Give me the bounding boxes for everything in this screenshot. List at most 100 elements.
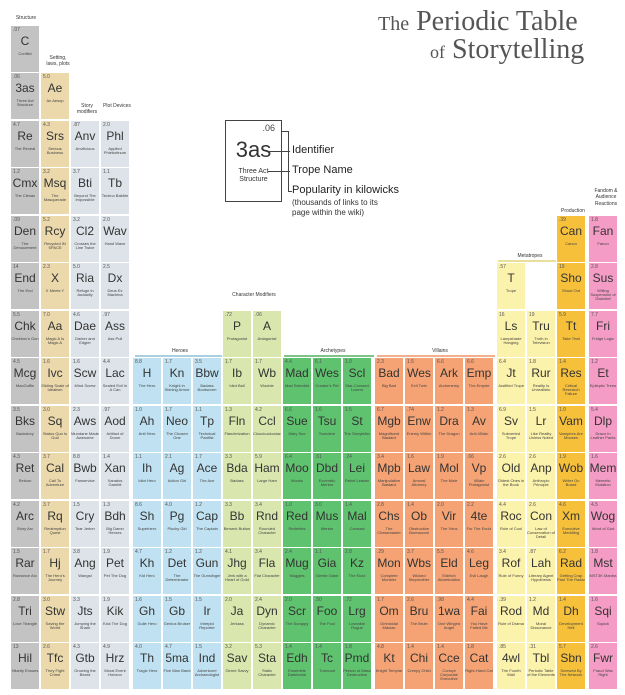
element-cell-det[interactable]: 1.2 Det The Determinator — [162, 547, 192, 595]
element-cell-tru[interactable]: 19 Tru Truth in Television — [526, 310, 556, 358]
element-cell-bda[interactable]: 3.3 Bda Badass — [222, 452, 252, 500]
element-cell-roc[interactable]: 4.4 Roc Rule of Cool — [496, 500, 526, 548]
element-cell-ria[interactable]: 5.0 Ria Refuge in Audacity — [70, 262, 100, 310]
element-cell-scr[interactable]: 2.0 Scr The Scrappy — [282, 595, 312, 643]
element-cell-ang[interactable]: 3.8 Ang Wangst — [70, 547, 100, 595]
element-cell-sqi[interactable]: 1.6 Sqi Squick — [588, 595, 618, 643]
element-cell-fwr[interactable]: 2.6 Fwr Fraud Was Right — [588, 642, 618, 690]
element-cell-lrg[interactable]: .72 Lrg Loveable Rogue — [342, 595, 372, 643]
element-cell-ir[interactable]: 1.5 Ir Intrepid Reporter — [192, 595, 222, 643]
element-cell-tb[interactable]: 1.1 Tb Techno Babble — [100, 167, 130, 215]
element-cell-hrz[interactable]: 4.9 Hrz Moral Event Horizon — [100, 642, 130, 690]
element-cell-lr[interactable]: 1.5 Lr Like Reality Unless Noted — [526, 405, 556, 453]
element-cell-gb[interactable]: 1.5 Gb Genius Bruiser — [162, 595, 192, 643]
element-cell-pg[interactable]: 4.0 Pg Plucky Girl — [162, 500, 192, 548]
element-cell-et[interactable]: 1.2 Et Epileptic Trees — [588, 357, 618, 405]
element-cell-ham[interactable]: 5.9 Ham Large Ham — [252, 452, 282, 500]
element-cell-mst[interactable]: 1.8 Mst MST3K Mantra — [588, 547, 618, 595]
element-cell-jt[interactable]: 6.4 Jt Justified Trope — [496, 357, 526, 405]
element-cell-cmx[interactable]: 1.2 Cmx The Climax — [10, 167, 40, 215]
element-cell-mem[interactable]: 1.6 Mem Memetic Mutation — [588, 452, 618, 500]
element-cell-hil[interactable]: 13 Hil Hilarity Ensues — [10, 642, 40, 690]
element-cell-5ma[interactable]: 4.7 5ma Five Man Band — [162, 642, 192, 690]
element-cell-md[interactable]: 1.2 Md Moral Dissonance — [526, 595, 556, 643]
element-cell-h[interactable]: 8.8 H The Hero — [132, 357, 162, 405]
element-cell-msq[interactable]: 3.2 Msq The Masquerade — [40, 167, 70, 215]
element-cell-tt[interactable]: 5.9 Tt Take That — [556, 310, 586, 358]
element-cell-rur[interactable]: 1.8 Rur Reality Is Unrealistic — [526, 357, 556, 405]
element-cell-lei[interactable]: .24 Lei Rebel Leader — [342, 452, 372, 500]
element-cell-mus[interactable]: 3.0 Mus Mentor — [312, 500, 342, 548]
element-cell-rad[interactable]: 6.2 Rad Getting Crap Past The Radar — [556, 547, 586, 595]
element-cell-av[interactable]: 1.3 Av Anti-Villain — [464, 405, 494, 453]
element-cell-4wl[interactable]: .85 4wl The Fourth Wall — [496, 642, 526, 690]
element-cell-tc[interactable]: 1.4 Tc Turncoat — [312, 642, 342, 690]
element-cell-edh[interactable]: 1.4 Edh Ensemble Darkhorse — [282, 642, 312, 690]
element-cell-rar[interactable]: 1.5 Rar Romance Arc — [10, 547, 40, 595]
element-cell-jts[interactable]: 3.3 Jts Jumping the Shark — [70, 595, 100, 643]
element-cell-ah[interactable]: 1.0 Ah Anti Hero — [132, 405, 162, 453]
element-cell-cl2[interactable]: 3.2 Cl2 Crosses the Line Twice — [70, 215, 100, 263]
element-cell-aa[interactable]: 7.0 Aa Magic A Is Magic A — [40, 310, 70, 358]
element-cell-mug[interactable]: 2.4 Mug Muggles — [282, 547, 312, 595]
element-cell-1wa[interactable]: .98 1wa One Winged Angel — [434, 595, 464, 643]
element-cell-old[interactable]: 2.6 Old Oldest Ones in the Book — [496, 452, 526, 500]
element-cell-anp[interactable]: 2.6 Anp Anthropic Principle — [526, 452, 556, 500]
element-cell-om[interactable]: 1.7 Om Omnicidal Maniac — [374, 595, 404, 643]
element-cell-ind[interactable]: 1.5 Ind Adventurer Archaeologist — [192, 642, 222, 690]
element-cell-wes[interactable]: 6.1 Wes Creator's Pet — [312, 357, 342, 405]
element-cell-dh[interactable]: 1.4 Dh Development Hell — [556, 595, 586, 643]
element-cell-gia[interactable]: 1.1 Gia Gentle Giant — [312, 547, 342, 595]
element-cell-jhg[interactable]: 4.1 Jhg Jerk with a Heart of Gold — [222, 547, 252, 595]
element-cell-anv[interactable]: .87 Anv Anvilicious — [70, 120, 100, 168]
element-cell-mad[interactable]: 4.4 Mad Mad Scientist — [282, 357, 312, 405]
element-cell-fai[interactable]: 4.4 Fai You Have Failed Me — [464, 595, 494, 643]
element-cell-dbd[interactable]: .61 Dbd Eccentric Mentor — [312, 452, 342, 500]
element-cell-end[interactable]: 14 End The End — [10, 262, 40, 310]
element-cell-rq[interactable]: 3.7 Rq Redemption Quest — [40, 500, 70, 548]
element-cell-wb[interactable]: 1.7 Wb Woobie — [252, 357, 282, 405]
element-cell-sav[interactable]: 3.2 Sav Genre Savvy — [222, 642, 252, 690]
element-cell-scl[interactable]: 1.0 Scl Star-Crossed Lovers — [342, 357, 372, 405]
element-cell-a[interactable]: .06 A Antagonist — [252, 310, 282, 358]
element-cell-arc[interactable]: 4.2 Arc Story Arc — [10, 500, 40, 548]
element-cell-tp[interactable]: 1.1 Tp Technical Pacifist — [192, 405, 222, 453]
element-cell-pet[interactable]: 1.9 Pet Pet The Dog — [100, 547, 130, 595]
element-cell-foo[interactable]: .50 Foo The Fool — [312, 595, 342, 643]
element-cell-fla[interactable]: 3.4 Fla Flat Character — [252, 547, 282, 595]
element-cell-p[interactable]: .72 P Protagonist — [222, 310, 252, 358]
element-cell-cap[interactable]: 1.2 Cap The Captain — [192, 500, 222, 548]
element-cell-dx[interactable]: 2.5 Dx Deus Ex Machina — [100, 262, 130, 310]
element-cell-vam[interactable]: 1.0 Vam Vampires Are Mooses — [556, 405, 586, 453]
element-cell-law[interactable]: 1.6 Law Amoral Attorney — [404, 452, 434, 500]
element-cell-xan[interactable]: 1.4 Xan Xanatos Gambit — [100, 452, 130, 500]
element-cell-kt[interactable]: 4.8 Kt Knight Templar — [374, 642, 404, 690]
element-cell-sue[interactable]: 6.6 Sue Mary Sue — [282, 405, 312, 453]
element-cell-gtb[interactable]: 4.3 Gtb Growing the Beard — [70, 642, 100, 690]
element-cell-bru[interactable]: 2.6 Bru The Brute — [404, 595, 434, 643]
element-cell-bdh[interactable]: 1.3 Bdh Big Damn Heroes — [100, 500, 130, 548]
element-cell-kik[interactable]: 1.9 Kik Kick The Dog — [100, 595, 130, 643]
element-cell-leg[interactable]: 4.6 Leg Evil Laugh — [464, 547, 494, 595]
element-cell-den[interactable]: .09 Den The Dénouement — [10, 215, 40, 263]
element-cell-con[interactable]: 2.6 Con Law of Conservation of Detail — [526, 500, 556, 548]
element-cell-ae[interactable]: 5.0 Ae An Aesop — [40, 72, 70, 120]
element-cell-moo[interactable]: 6.4 Moo Mooks — [282, 452, 312, 500]
element-cell-c[interactable]: .07 C Conflict — [10, 25, 40, 73]
element-cell-chk[interactable]: 5.5 Chk Chekhov's Gun — [10, 310, 40, 358]
element-cell-ib[interactable]: 1.7 Ib Idiot Ball — [222, 357, 252, 405]
element-cell-eld[interactable]: 5.5 Eld Eldritch Abomination — [434, 547, 464, 595]
element-cell-sv[interactable]: 6.9 Sv Subverted Trope — [496, 405, 526, 453]
element-cell-wav[interactable]: 2.0 Wav Hand Wave — [100, 215, 130, 263]
element-cell-4te[interactable]: 2.2 4te For The Evulz — [464, 500, 494, 548]
element-cell-bks[interactable]: 3.5 Bks Backstory — [10, 405, 40, 453]
element-cell-scw[interactable]: 1.6 Scw Mind Screw — [70, 357, 100, 405]
element-cell-aws[interactable]: 2.3 Aws Mundane Made Awesome — [70, 405, 100, 453]
element-cell-cat[interactable]: 1.8 Cat Right-Hand Cat — [464, 642, 494, 690]
element-cell-mpb[interactable]: 3.4 Mpb Manipulative Bastard — [374, 452, 404, 500]
element-cell-kz[interactable]: 2.8 Kz The Klutz — [342, 547, 372, 595]
element-cell-vp[interactable]: .66 Vp Villain Protagonist — [464, 452, 494, 500]
element-cell-dae[interactable]: 4.6 Dae Darker and Edgier — [70, 310, 100, 358]
element-cell-cry[interactable]: 1.5 Cry Tear Jerker — [70, 500, 100, 548]
